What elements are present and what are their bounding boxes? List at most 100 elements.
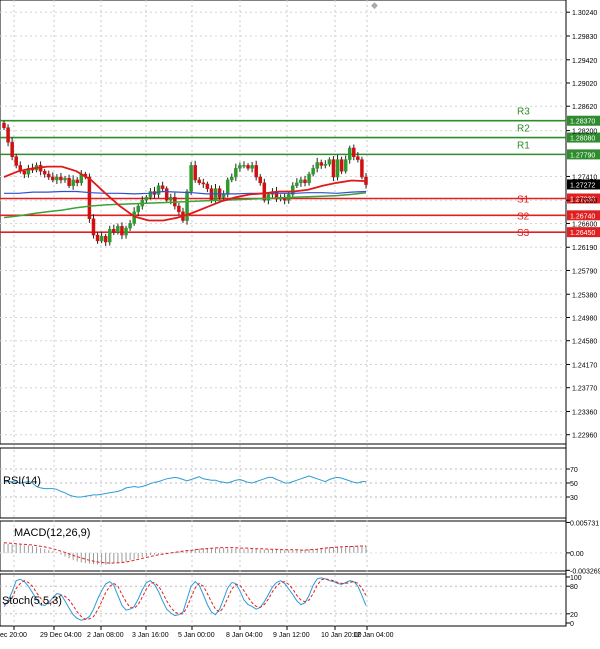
candle-body: [262, 182, 267, 201]
candle-body: [87, 176, 92, 220]
stoch-tick-label: 0: [570, 621, 574, 628]
price-tick-label: 1.28200: [572, 129, 597, 136]
candle-body: [164, 188, 169, 201]
candle-body: [217, 188, 222, 198]
level-price-label: 1.27790: [570, 152, 595, 159]
time-tick-label: 12 Jan 04:00: [353, 632, 394, 639]
candle-body: [156, 185, 161, 195]
candle-body: [250, 165, 254, 169]
level-price-label: 1.28370: [570, 119, 595, 126]
candle-body: [291, 185, 295, 195]
candle-body: [112, 229, 116, 233]
candle-body: [258, 176, 262, 184]
time-tick-label: 9 Jan 12:00: [273, 632, 310, 639]
candle-body: [136, 205, 140, 213]
panel-scroll-marker: ◆: [371, 0, 378, 10]
ma-green-line: [3, 191, 367, 219]
candle-body: [169, 197, 173, 201]
macd-tick-label: -0.003269: [570, 568, 600, 575]
price-tick-label: 1.25380: [572, 292, 597, 299]
candle-body: [10, 141, 14, 157]
candle-body: [144, 197, 149, 201]
current-price-box: [567, 179, 600, 190]
level-price-label: 1.26450: [570, 230, 595, 237]
price-tick-label: 1.27000: [572, 198, 597, 205]
stoch-label: Stoch(5,5,3): [2, 595, 62, 607]
candle-body: [311, 168, 315, 175]
time-tick-label: 5 Jan 00:00: [178, 632, 215, 639]
candle-body: [128, 223, 132, 229]
stoch-d-line: [3, 578, 367, 620]
level-name-s2: S2: [517, 211, 530, 222]
price-tick-label: 1.23770: [572, 386, 597, 393]
candle-body: [295, 182, 299, 186]
price-tick-label: 1.29420: [572, 58, 597, 65]
price-tick-label: 1.29020: [572, 81, 597, 88]
price-tick-label: 1.23360: [572, 409, 597, 416]
candle-body: [303, 179, 307, 184]
stoch-tick-label: 20: [570, 612, 578, 619]
macd-signal-line: [3, 542, 366, 564]
level-price-box: [567, 132, 600, 143]
level-price-label: 1.26740: [570, 213, 595, 220]
candle-body: [331, 159, 336, 178]
stoch-tick-label: 100: [570, 575, 582, 582]
price-tick-label: 1.26190: [572, 245, 597, 252]
candle-body: [307, 173, 311, 184]
candle-body: [352, 147, 356, 157]
candle-body: [185, 191, 189, 221]
level-name-s3: S3: [517, 228, 530, 239]
candle-body: [221, 194, 226, 198]
price-tick-label: 1.25790: [572, 268, 597, 275]
price-tick-label: 1.22960: [572, 433, 597, 440]
level-price-label: 1.28080: [570, 136, 595, 143]
candle-body: [116, 226, 120, 233]
candle-body: [254, 165, 258, 178]
candle-body: [75, 179, 79, 184]
price-tick-label: 1.24580: [572, 339, 597, 346]
candle-body: [193, 165, 197, 181]
candle-body: [189, 165, 193, 192]
candle-body: [266, 194, 271, 201]
level-name-r3: R3: [517, 107, 530, 118]
price-tick-label: 1.26600: [572, 221, 597, 228]
time-tick-label: 3 Jan 16:00: [132, 632, 169, 639]
candle-body: [225, 179, 230, 195]
time-tick-label: 29 Dec 04:00: [40, 632, 82, 639]
price-tick-label: 1.27410: [572, 174, 597, 181]
candle-body: [120, 226, 124, 236]
candle-body: [46, 173, 51, 178]
candle-body: [55, 176, 59, 181]
rsi-label: RSI(14): [3, 475, 41, 487]
candle-body: [323, 164, 328, 166]
candle-body: [197, 179, 201, 184]
candle-body: [91, 218, 96, 236]
level-price-label: 1.27030: [570, 196, 595, 203]
candle-body: [51, 176, 55, 181]
rsi-tick-label: 30: [570, 495, 578, 502]
candle-body: [148, 191, 153, 198]
candle-body: [71, 179, 75, 186]
candle-body: [63, 177, 67, 181]
rsi-tick-label: 50: [570, 481, 578, 488]
level-price-box: [567, 193, 600, 204]
candle-body: [99, 235, 104, 242]
candle-body: [234, 168, 238, 178]
level-price-box: [567, 210, 600, 221]
candle-body: [343, 159, 348, 172]
candle-body: [242, 165, 246, 167]
price-tick-label: 1.28620: [572, 104, 597, 111]
time-tick-label: 10 Jan 20:00: [321, 632, 362, 639]
price-tick-label: 1.24980: [572, 315, 597, 322]
candle-body: [205, 183, 210, 189]
candle-body: [103, 235, 108, 243]
level-name-r1: R1: [517, 140, 530, 151]
macd-tick-label: 0.00: [570, 551, 584, 558]
ma-blue-line: [4, 190, 367, 195]
candle-body: [160, 185, 165, 189]
candle-body: [42, 170, 47, 175]
candle-body: [356, 156, 360, 160]
candle-body: [2, 122, 6, 128]
candle-body: [230, 176, 234, 181]
candle-body: [327, 159, 332, 165]
